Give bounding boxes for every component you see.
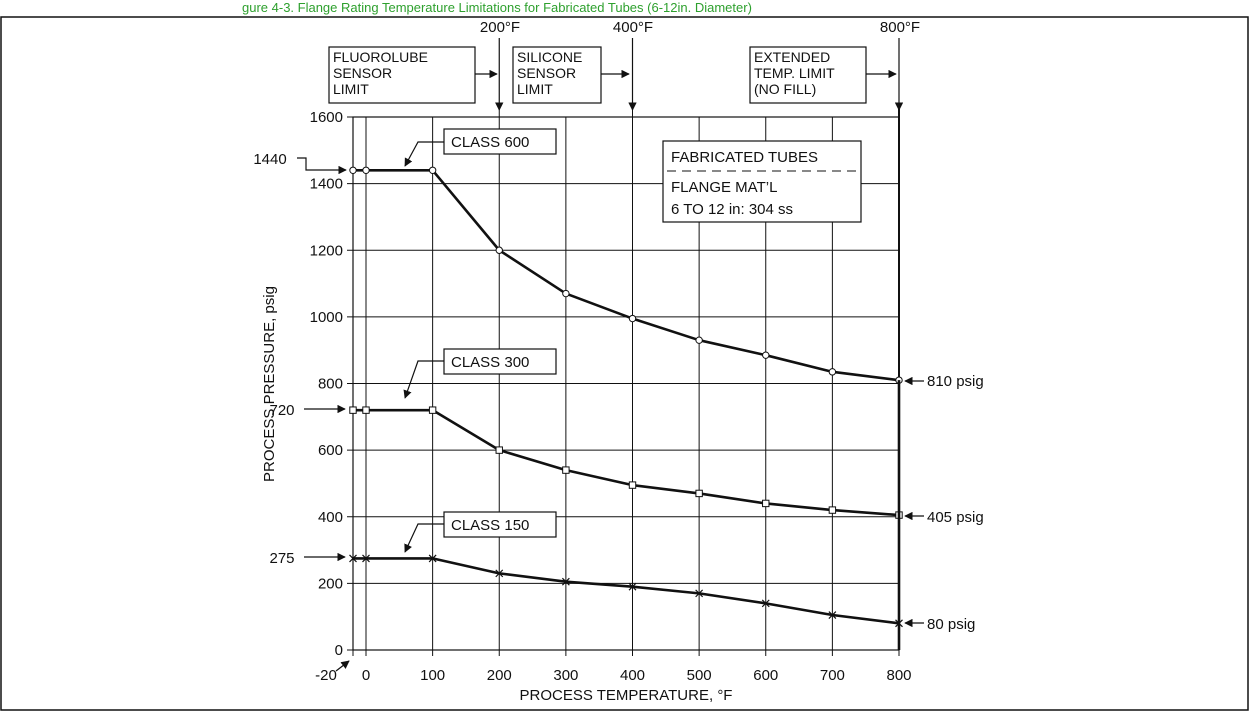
series-layer	[349, 166, 903, 650]
class-150-callout: CLASS 150	[404, 511, 557, 553]
extended-line3: (NO FILL)	[754, 81, 816, 97]
x-tick-label: 700	[820, 667, 845, 684]
y-tick-label: 400	[318, 509, 343, 526]
x-tick-label: 600	[753, 667, 778, 684]
extended-limit-box: EXTENDED TEMP. LIMIT (NO FILL)	[749, 46, 867, 104]
y-tick-label: 0	[335, 642, 343, 659]
data-point	[495, 446, 503, 454]
y-tick-label: 1000	[310, 309, 343, 326]
x-tick-label: 800	[886, 667, 911, 684]
data-point	[495, 246, 503, 254]
silicone-line1: SILICONE	[517, 49, 582, 65]
x-tick-label: 0	[362, 667, 370, 684]
start-720-label: 720	[269, 402, 294, 419]
data-point	[349, 554, 357, 563]
start-1440-label: 1440	[253, 151, 286, 168]
class-600-callout: CLASS 600	[404, 128, 557, 167]
y-axis-title: PROCESS PRESSURE, psig	[261, 286, 278, 482]
x-tick-label: 200	[487, 667, 512, 684]
data-point	[828, 506, 837, 514]
fabricated-tubes-title: FABRICATED TUBES	[671, 149, 818, 166]
data-point	[349, 166, 357, 175]
fabricated-tubes-box: FABRICATED TUBES FLANGE MAT’L 6 TO 12 in…	[662, 140, 862, 223]
fluorolube-line1: FLUOROLUBE	[333, 49, 428, 65]
axis-layer: PROCESS TEMPERATURE, °F PROCESS PRESSURE…	[261, 109, 912, 704]
extended-line1: EXTENDED	[754, 49, 830, 65]
y-tick-label: 1200	[310, 242, 343, 259]
data-point	[828, 368, 837, 376]
y-tick-label: 800	[318, 376, 343, 393]
data-point	[428, 406, 437, 414]
data-point	[495, 569, 504, 578]
series-line	[353, 408, 900, 517]
silicone-line3: LIMIT	[517, 81, 553, 97]
silicone-line2: SENSOR	[517, 65, 576, 81]
data-point	[628, 481, 637, 489]
end-80-label: 80 psig	[927, 616, 975, 633]
series-line	[353, 169, 900, 382]
silicone-limit-box: SILICONE SENSOR LIMIT	[512, 46, 602, 104]
data-point	[562, 289, 570, 298]
data-point	[695, 336, 703, 344]
limit-200-label: 200°F	[480, 19, 520, 36]
flange-size-line: 6 TO 12 in: 304 ss	[671, 201, 793, 218]
extended-line2: TEMP. LIMIT	[754, 65, 835, 81]
data-point	[695, 589, 704, 598]
start-275-callout: 275	[269, 550, 346, 567]
fluorolube-line3: LIMIT	[333, 81, 369, 97]
data-point	[362, 554, 370, 563]
data-point	[628, 314, 637, 323]
class-300-label: CLASS 300	[451, 354, 529, 371]
x-axis-title: PROCESS TEMPERATURE, °F	[520, 687, 733, 704]
end-405-callout: 405 psig	[904, 509, 984, 526]
data-point	[828, 611, 837, 619]
data-point	[428, 166, 437, 175]
series-line	[353, 557, 900, 625]
figure-caption: gure 4-3. Flange Rating Temperature Limi…	[242, 0, 752, 15]
figure-border	[0, 16, 1249, 711]
end-405-label: 405 psig	[927, 509, 984, 526]
class-600-label: CLASS 600	[451, 134, 529, 151]
data-point	[761, 599, 770, 608]
data-point	[428, 554, 437, 563]
temperature-limits: 200°F 400°F 800°F FLUOROLUBE SENSOR LIMI…	[328, 19, 920, 104]
y-tick-label: 1600	[310, 109, 343, 126]
y-tick-label: 600	[318, 442, 343, 459]
class-300-callout: CLASS 300	[403, 348, 557, 399]
x-tick-label: 300	[553, 667, 578, 684]
end-810-callout: 810 psig	[904, 373, 984, 390]
data-point	[762, 499, 770, 508]
fluorolube-line2: SENSOR	[333, 65, 392, 81]
x-tick-label: -20	[315, 667, 337, 684]
flange-material-line: FLANGE MAT’L	[671, 179, 777, 196]
y-tick-label: 1400	[310, 176, 343, 193]
x-tick-label: 100	[420, 667, 445, 684]
class-150-label: CLASS 150	[451, 517, 529, 534]
start-275-label: 275	[269, 550, 294, 567]
data-point	[362, 406, 370, 414]
limit-400-label: 400°F	[613, 19, 653, 36]
data-point	[362, 166, 370, 175]
start-1440-callout: 1440	[253, 151, 347, 175]
start-720-callout: 720	[269, 402, 346, 419]
data-point	[349, 406, 357, 414]
end-810-label: 810 psig	[927, 373, 984, 390]
x-tick-label: 400	[620, 667, 645, 684]
fluorolube-limit-box: FLUOROLUBE SENSOR LIMIT	[328, 46, 476, 104]
data-point	[762, 351, 770, 359]
x-tick-label: 500	[687, 667, 712, 684]
end-80-callout: 80 psig	[904, 616, 975, 633]
data-point	[561, 577, 570, 586]
data-point	[562, 466, 570, 474]
data-point	[695, 489, 703, 498]
data-point	[628, 582, 637, 591]
limit-800-label: 800°F	[880, 19, 920, 36]
minus20-arrow	[335, 660, 350, 672]
y-tick-label: 200	[318, 575, 343, 592]
